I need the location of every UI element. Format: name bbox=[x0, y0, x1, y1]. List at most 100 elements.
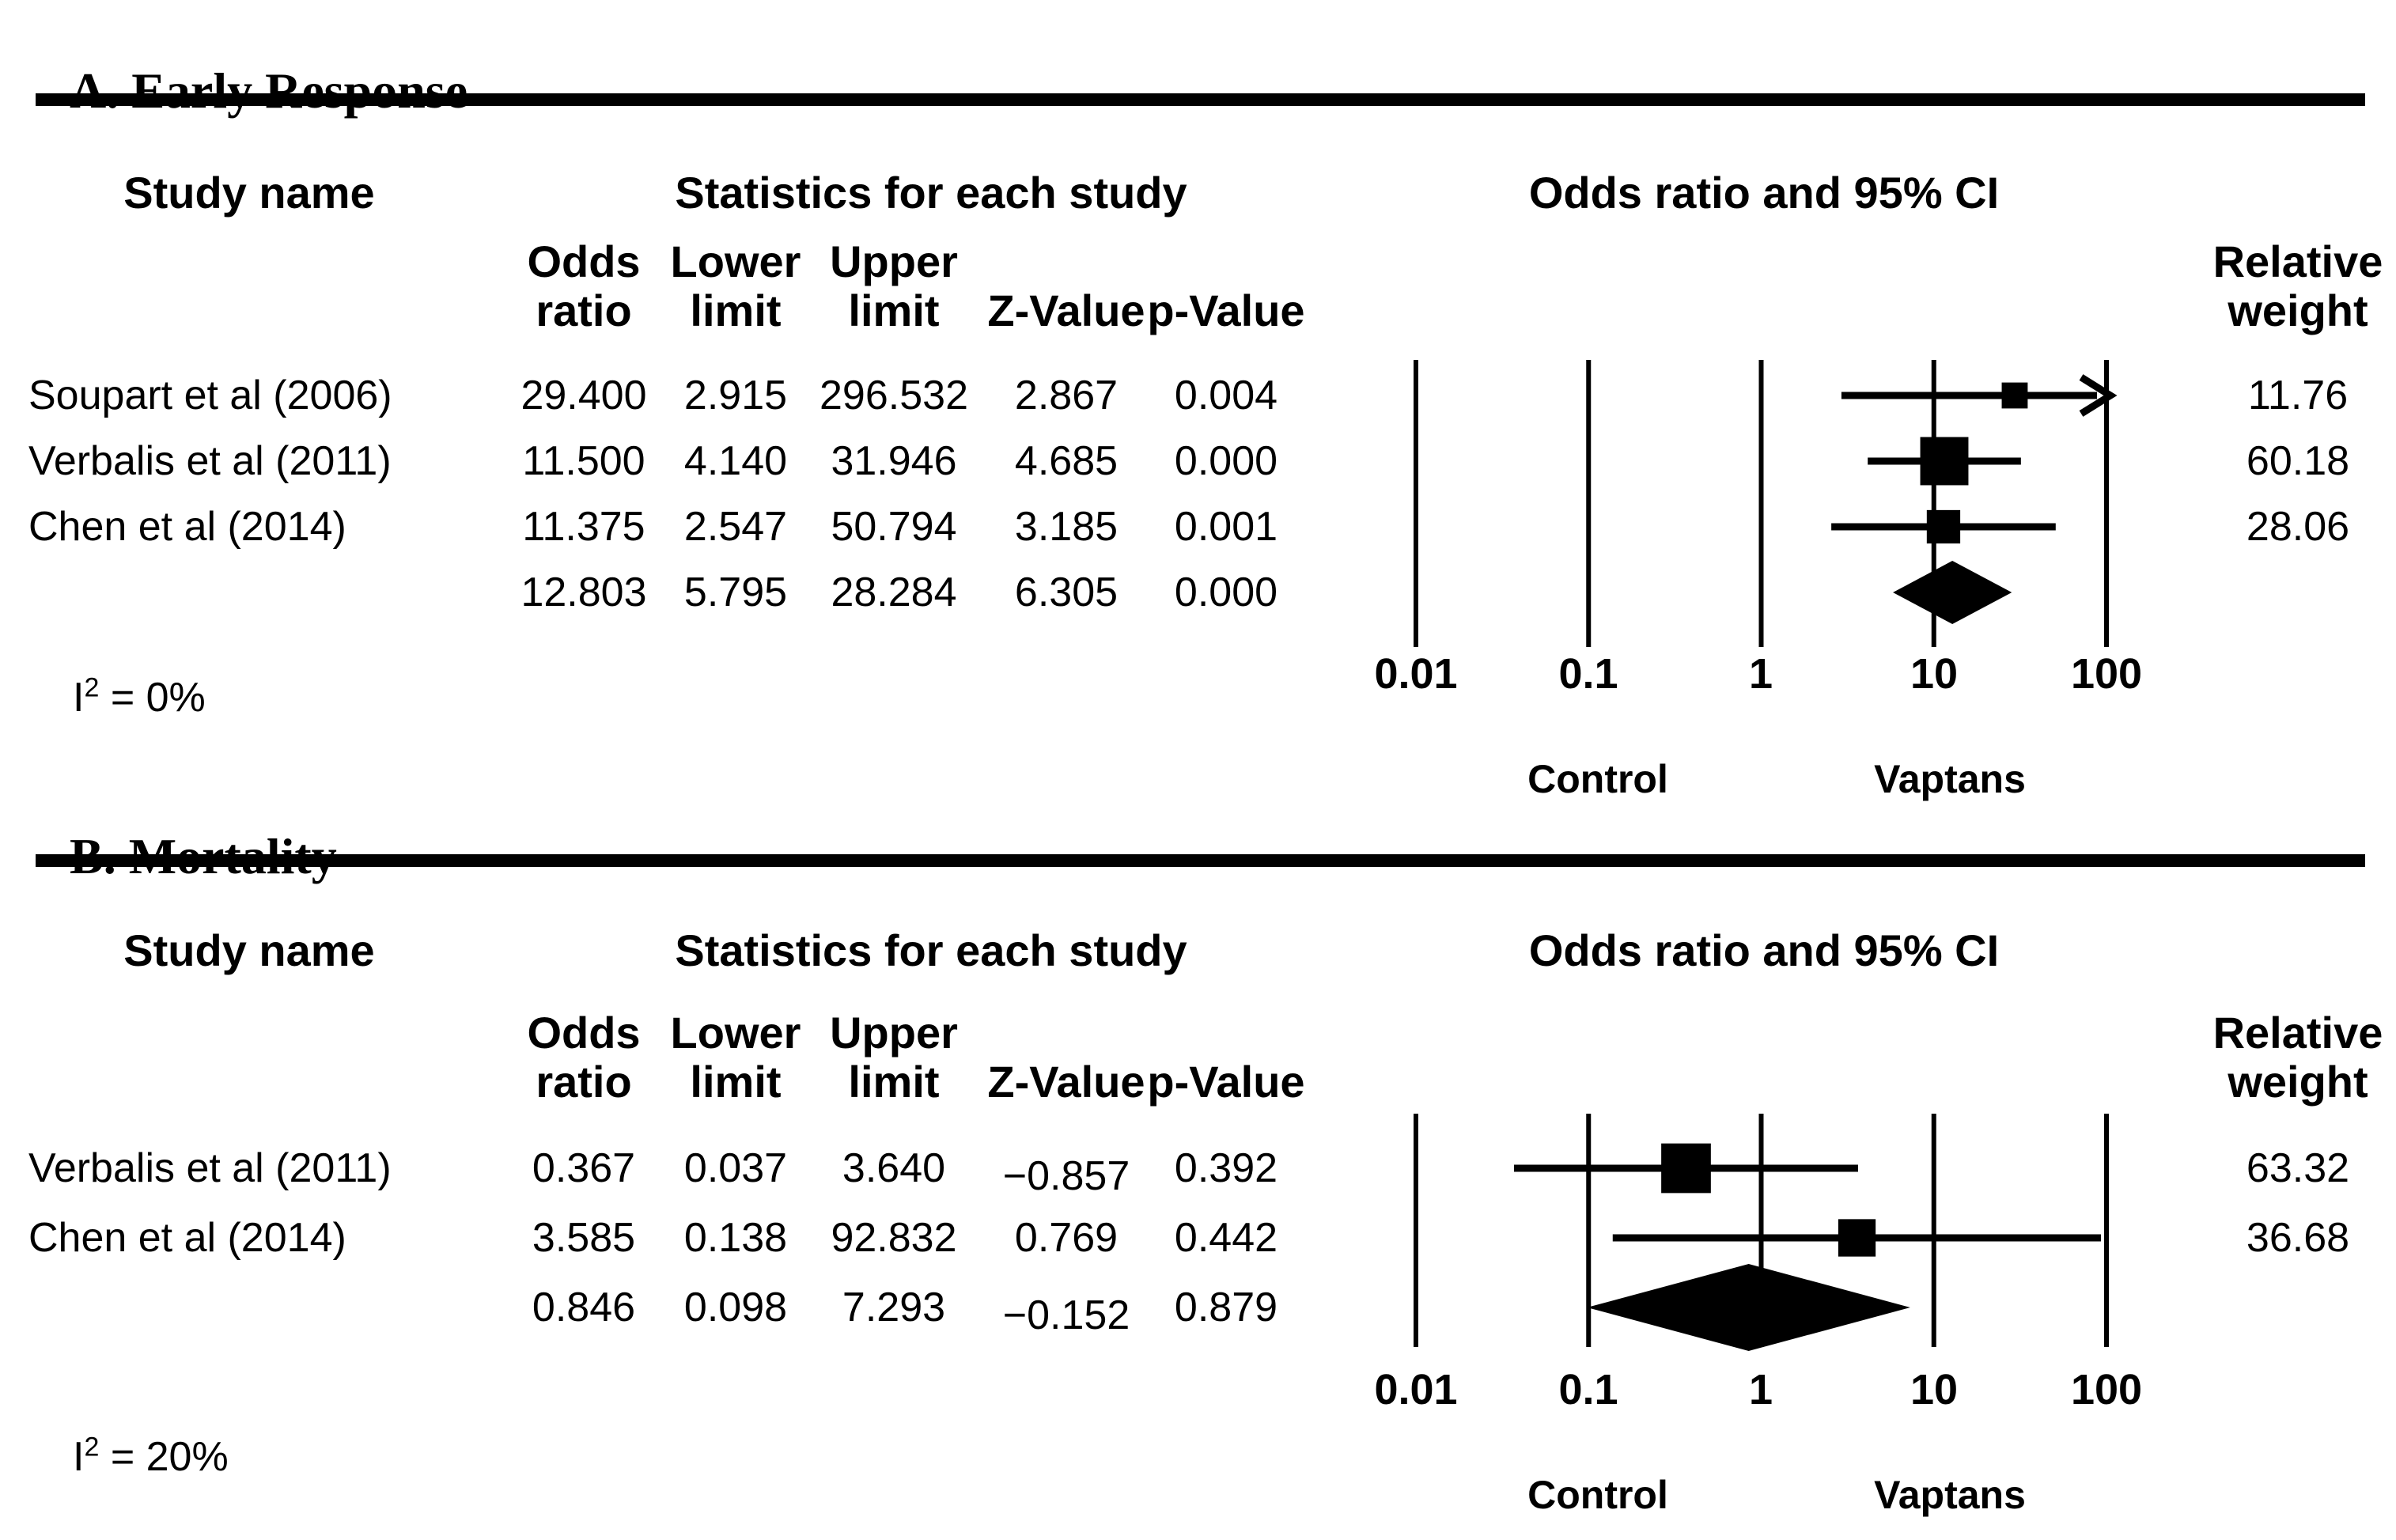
relative-weight-value: 11.76 bbox=[2247, 373, 2349, 418]
subheader-p-value: p-Value bbox=[1147, 1057, 1305, 1107]
summary-p-value: 0.879 bbox=[1174, 1285, 1278, 1330]
forest-plot-early-response bbox=[1414, 360, 2118, 647]
lower-limit-value: 0.138 bbox=[683, 1215, 788, 1261]
heterogeneity-label: I2 = 0% bbox=[73, 672, 206, 721]
p-value: 0.442 bbox=[1174, 1215, 1278, 1261]
subheader-lower-limit: Lower limit bbox=[670, 1007, 801, 1107]
divider-rule bbox=[36, 854, 2365, 867]
odds-ratio-value: 3.585 bbox=[532, 1215, 636, 1261]
subheader-lower-limit: Lower limit bbox=[670, 236, 801, 336]
upper-limit-value: 296.532 bbox=[819, 373, 968, 418]
table-row: Soupart et al (2006) 29.400 2.915 296.53… bbox=[0, 364, 2396, 427]
relative-weight-value: 28.06 bbox=[2246, 504, 2350, 550]
summary-odds-ratio: 0.846 bbox=[532, 1285, 636, 1330]
subheader-odds-ratio: Odds ratio bbox=[527, 236, 641, 336]
study-name: Soupart et al (2006) bbox=[28, 373, 392, 418]
upper-limit-value: 92.832 bbox=[831, 1215, 957, 1261]
odds-ratio-value: 29.400 bbox=[520, 373, 647, 418]
table-row: Chen et al (2014) 11.375 2.547 50.794 3.… bbox=[0, 495, 2396, 558]
axis-tick: 10 bbox=[1910, 1366, 1959, 1413]
axis-tick: 1 bbox=[1748, 1366, 1773, 1413]
z-value: 2.867 bbox=[1014, 373, 1119, 418]
summary-upper-limit: 28.284 bbox=[831, 569, 957, 615]
favors-control-label: Control bbox=[1527, 1473, 1668, 1517]
summary-z-value: −0.152 bbox=[1002, 1292, 1130, 1338]
forest-plot-mortality bbox=[1414, 1114, 2109, 1351]
summary-p-value: 0.000 bbox=[1174, 569, 1278, 615]
table-row: Chen et al (2014) 3.585 0.138 92.832 0.7… bbox=[0, 1206, 2396, 1269]
summary-z-value: 6.305 bbox=[1014, 569, 1119, 615]
summary-diamond bbox=[1587, 1264, 1910, 1351]
lower-limit-value: 2.915 bbox=[683, 373, 788, 418]
subheader-z-value: Z-Value bbox=[987, 1057, 1145, 1107]
panel-a-title: A. Early Response bbox=[70, 62, 468, 119]
summary-lower-limit: 5.795 bbox=[683, 569, 788, 615]
subheader-upper-limit: Upper limit bbox=[830, 236, 958, 336]
upper-limit-value: 50.794 bbox=[831, 504, 957, 550]
subheader-z-value: Z-Value bbox=[987, 286, 1145, 336]
summary-diamond bbox=[1893, 561, 2012, 624]
column-header-study-name: Study name bbox=[123, 167, 375, 218]
odds-ratio-square bbox=[1661, 1143, 1711, 1194]
subheader-row: Odds ratio Lower limit Upper limit Z-Val… bbox=[0, 1001, 2396, 1107]
lower-limit-value: 4.140 bbox=[683, 438, 788, 484]
column-header-odds-ratio-ci: Odds ratio and 95% CI bbox=[1528, 925, 2000, 975]
column-header-study-name: Study name bbox=[123, 925, 375, 975]
z-value: 4.685 bbox=[1014, 438, 1119, 484]
odds-ratio-value: 0.367 bbox=[532, 1145, 636, 1191]
p-value: 0.392 bbox=[1174, 1145, 1278, 1191]
odds-ratio-square bbox=[1926, 509, 1961, 544]
divider-rule bbox=[36, 93, 2365, 106]
odds-ratio-square bbox=[2001, 382, 2028, 409]
odds-ratio-value: 11.375 bbox=[522, 504, 645, 550]
favors-control-label: Control bbox=[1527, 757, 1668, 801]
axis-tick: 10 bbox=[1910, 650, 1959, 698]
column-header-statistics: Statistics for each study bbox=[675, 167, 1187, 218]
subheader-upper-limit: Upper limit bbox=[830, 1007, 958, 1107]
relative-weight-value: 63.32 bbox=[2246, 1145, 2350, 1191]
axis-tick: 1 bbox=[1748, 650, 1773, 698]
summary-row: 12.803 5.795 28.284 6.305 0.000 bbox=[0, 561, 2396, 624]
subheader-odds-ratio: Odds ratio bbox=[527, 1007, 641, 1107]
summary-odds-ratio: 12.803 bbox=[520, 569, 647, 615]
column-header-odds-ratio-ci: Odds ratio and 95% CI bbox=[1528, 167, 2000, 218]
axis-tick: 100 bbox=[2070, 650, 2143, 698]
axis-tick: 0.01 bbox=[1374, 650, 1458, 698]
upper-limit-value: 3.640 bbox=[842, 1145, 946, 1191]
lower-limit-value: 0.037 bbox=[683, 1145, 788, 1191]
subheader-relative-weight: Relative weight bbox=[2212, 236, 2383, 336]
axis-tick: 0.1 bbox=[1558, 650, 1618, 698]
z-value: 3.185 bbox=[1014, 504, 1119, 550]
heterogeneity-label: I2 = 20% bbox=[73, 1432, 229, 1480]
odds-ratio-value: 11.500 bbox=[522, 438, 645, 484]
study-name: Chen et al (2014) bbox=[28, 504, 346, 550]
axis-tick: 0.1 bbox=[1558, 1366, 1618, 1413]
column-header-statistics: Statistics for each study bbox=[675, 925, 1187, 975]
summary-lower-limit: 0.098 bbox=[683, 1285, 788, 1330]
study-name: Verbalis et al (2011) bbox=[28, 438, 392, 484]
z-value: −0.857 bbox=[1002, 1153, 1130, 1199]
table-row: Verbalis et al (2011) 11.500 4.140 31.94… bbox=[0, 429, 2396, 493]
p-value: 0.004 bbox=[1174, 373, 1278, 418]
odds-ratio-square bbox=[1838, 1219, 1876, 1257]
odds-ratio-square bbox=[1920, 437, 1969, 486]
study-name: Verbalis et al (2011) bbox=[28, 1145, 392, 1191]
lower-limit-value: 2.547 bbox=[683, 504, 788, 550]
arrow-right-icon bbox=[2079, 374, 2118, 417]
subheader-relative-weight: Relative weight bbox=[2212, 1007, 2383, 1107]
favors-vaptans-label: Vaptans bbox=[1874, 757, 2026, 801]
axis-tick: 100 bbox=[2070, 1366, 2143, 1413]
upper-limit-value: 31.946 bbox=[831, 438, 957, 484]
z-value: 0.769 bbox=[1014, 1215, 1119, 1261]
subheader-p-value: p-Value bbox=[1147, 286, 1305, 336]
table-row: Verbalis et al (2011) 0.367 0.037 3.640 … bbox=[0, 1137, 2396, 1200]
favors-vaptans-label: Vaptans bbox=[1874, 1473, 2026, 1517]
axis-tick: 0.01 bbox=[1374, 1366, 1458, 1413]
study-name: Chen et al (2014) bbox=[28, 1215, 346, 1261]
summary-row: 0.846 0.098 7.293 −0.152 0.879 bbox=[0, 1276, 2396, 1339]
subheader-row: Odds ratio Lower limit Upper limit Z-Val… bbox=[0, 229, 2396, 336]
relative-weight-value: 60.18 bbox=[2246, 438, 2350, 484]
p-value: 0.001 bbox=[1174, 504, 1278, 550]
p-value: 0.000 bbox=[1174, 438, 1278, 484]
